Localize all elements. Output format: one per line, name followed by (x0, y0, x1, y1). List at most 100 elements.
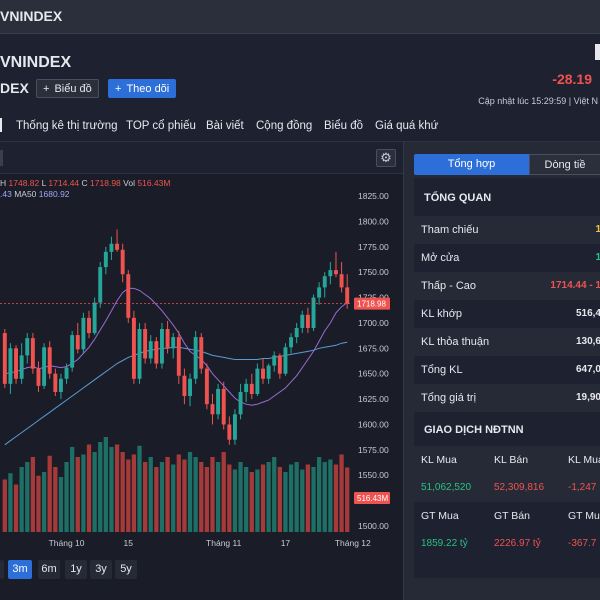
row-label: Tổng giá trị (421, 392, 477, 404)
y-tick-label: 1650.00 (358, 369, 389, 379)
candle-body (103, 251, 108, 268)
candle-body (210, 404, 215, 415)
price-change: -28.19 (552, 71, 592, 87)
overview-row: Mở cửa 1 (404, 244, 600, 272)
nav-chart[interactable]: Biểu đồ (324, 120, 364, 132)
volume-bar (58, 477, 64, 532)
volume-bar (255, 469, 260, 532)
follow-button[interactable]: + Theo dõi (108, 79, 177, 98)
volume-bar (249, 472, 254, 532)
volume-bar (159, 462, 165, 532)
overview-title: TỔNG QUAN (424, 192, 492, 204)
candle-body (305, 314, 310, 328)
legend-ma50-label: MA50 (14, 189, 37, 199)
candle-body (115, 243, 120, 250)
volume-bar (53, 467, 58, 532)
legend-l-label: L (41, 178, 47, 188)
row-label: Thấp - Cao (421, 280, 477, 292)
volume-bar (227, 464, 232, 532)
volume-bar (182, 459, 187, 532)
overview-row: Tham chiếu 1 (404, 216, 600, 244)
range-1y[interactable]: 1y (65, 560, 87, 579)
candle-body (171, 337, 176, 349)
tab-overview[interactable]: Tổng hợp (414, 154, 529, 175)
gear-icon[interactable]: ⚙ (376, 149, 396, 167)
volume-bar (75, 457, 80, 532)
volume-bar (199, 462, 204, 532)
foreign-header: KL Mua (568, 454, 600, 466)
y-tick-label: 1825.00 (358, 191, 389, 201)
volume-bar (176, 454, 181, 532)
volume-bar (47, 455, 52, 532)
volume-bar (25, 462, 30, 532)
x-tick-label: 15 (124, 538, 134, 548)
volume-bar (244, 467, 249, 532)
candle-body (81, 317, 86, 350)
volume-bar (70, 447, 75, 532)
candle-body (143, 329, 148, 359)
foreign-header: KL Bán (494, 454, 529, 466)
legend-volume: 516.43M (137, 178, 171, 188)
volume-bar (81, 454, 86, 532)
volume-bar (114, 444, 120, 532)
volume-bar (322, 462, 327, 532)
nav-market-stats[interactable]: Thống kê thị trường (16, 120, 118, 132)
candle-body (25, 338, 30, 356)
tab-cash-flow[interactable]: Dòng tiề (529, 154, 600, 175)
row-label: KL khớp (421, 308, 463, 320)
volume-bar (92, 452, 97, 532)
range-3y[interactable]: 3y (90, 560, 112, 579)
range-3m[interactable]: 3m (8, 560, 32, 579)
candle-body (317, 287, 322, 298)
chart-button-label: Biểu đồ (54, 82, 92, 95)
legend-ma50: 1680.92 (38, 189, 70, 199)
foreign-header: KL Mua (421, 454, 457, 466)
volume-bar (210, 457, 215, 532)
candle-body (58, 378, 63, 392)
volume-bar (36, 475, 41, 532)
candle-body (30, 338, 35, 369)
range-edge (0, 560, 4, 579)
volume-bar (215, 462, 221, 532)
nav-articles[interactable]: Bài viết (206, 120, 244, 132)
x-tick-label: Tháng 12 (335, 538, 371, 548)
chart-button[interactable]: + Biểu đồ (36, 79, 99, 98)
volume-bar (148, 457, 153, 532)
candlestick-chart[interactable]: 1825.00 1800.00 1775.00 1750.00 1725.00 1700.… (0, 142, 403, 560)
candle-body (53, 373, 58, 392)
range-6m[interactable]: 6m (38, 560, 60, 579)
nav-community[interactable]: Cộng đồng (256, 120, 313, 132)
range-5y[interactable]: 5y (115, 560, 137, 579)
y-tick-label: 1775.00 (358, 242, 389, 252)
candle-body (227, 424, 232, 440)
volume-bar (260, 464, 266, 532)
volume-bar (131, 454, 137, 532)
volume-bar (13, 484, 19, 532)
price-tag: 1718.98 (357, 300, 386, 309)
updated-time: Cập nhật lúc 15:29:59 | Việt N (478, 96, 598, 106)
legend-high: 1748.82 (8, 178, 40, 188)
nav-top-stocks[interactable]: TOP cổ phiếu (126, 120, 196, 132)
foreign-value: 2226.97 tỷ (494, 538, 541, 549)
legend-vol-label: Vol (123, 178, 135, 188)
overview-row: Thấp - Cao 1714.44 - 1 (404, 272, 600, 300)
volume-bar (8, 473, 13, 532)
candle-body (216, 388, 221, 415)
candle-body (294, 328, 299, 338)
volume-bar (283, 472, 288, 532)
foreign-value: -1,247 (568, 482, 597, 493)
candle-body (300, 314, 305, 328)
candle-body (182, 375, 187, 397)
y-tick-label: 1750.00 (358, 267, 389, 277)
candle-body (272, 355, 277, 366)
volume-bar (41, 472, 47, 532)
volume-bar (171, 464, 176, 532)
y-tick-label: 1600.00 (358, 419, 389, 429)
candle-body (261, 368, 265, 379)
foreign-value: -367.7 (568, 538, 597, 549)
y-tick-label: 1800.00 (358, 216, 389, 226)
candle-body (160, 329, 164, 364)
candle-body (87, 317, 91, 334)
nav-price-history[interactable]: Giá quá khứ (375, 120, 439, 132)
volume-bar (120, 452, 125, 532)
